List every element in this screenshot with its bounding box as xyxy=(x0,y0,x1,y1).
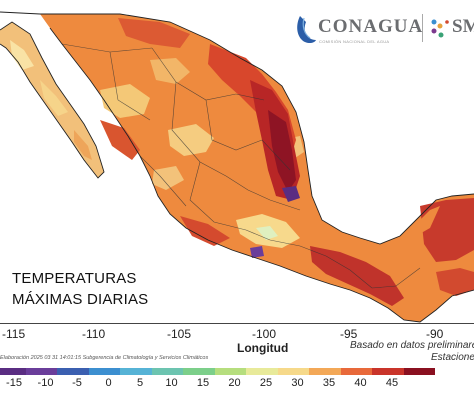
smn-logo-text: SM xyxy=(452,16,474,37)
colorbar-segment xyxy=(340,368,373,375)
colorbar-segment xyxy=(403,368,436,375)
colorbar-segment xyxy=(25,368,58,375)
colorbar-label: 15 xyxy=(196,377,210,389)
colorbar-segment xyxy=(0,368,32,375)
axis-tick: -95 xyxy=(340,327,358,341)
conagua-logo-text: CONAGUA xyxy=(318,16,424,37)
colorbar-segment xyxy=(88,368,121,375)
axis-tick: -100 xyxy=(252,327,277,341)
colorbar-label: 35 xyxy=(322,377,336,389)
colorbar-label: -5 xyxy=(72,377,82,389)
conagua-logo-icon xyxy=(297,16,316,43)
colorbar-label: 0 xyxy=(105,377,112,389)
colorbar-segment xyxy=(246,368,278,375)
data-source-note: Basado en datos preliminares xyxy=(350,340,474,351)
axis-title: Longitud xyxy=(237,341,289,355)
smn-logo-icon xyxy=(431,19,449,38)
colorbar-label: 5 xyxy=(136,377,144,389)
colorbar-segment xyxy=(151,368,184,375)
stations-note: Estaciones xyxy=(431,352,474,363)
colorbar-label: 45 xyxy=(385,377,399,389)
colorbar-label: 10 xyxy=(165,377,178,389)
colorbar-segment xyxy=(57,368,89,375)
colorbar-segment xyxy=(183,368,215,375)
colorbar-label: -15 xyxy=(6,377,22,389)
colorbar-label: 30 xyxy=(291,377,304,389)
colorbar-label: 20 xyxy=(228,377,241,389)
credit-line: Elaboración 2025 03 31 14:01:15 Subgeren… xyxy=(0,355,209,361)
colorbar-label: 25 xyxy=(259,377,273,389)
colorbar-segment xyxy=(372,368,404,375)
overlay-line-1: TEMPERATURAS xyxy=(12,270,137,287)
axis-tick: -110 xyxy=(82,327,106,341)
colorbar-segment xyxy=(120,368,152,375)
map-overlay-title: TEMPERATURAS MÁXIMAS DIARIAS xyxy=(12,268,148,310)
colorbar-label: 40 xyxy=(354,377,367,389)
axis-tick: -115 xyxy=(2,327,26,341)
colorbar-segment xyxy=(309,368,341,375)
colorbar-segment xyxy=(214,368,247,375)
conagua-logo-subtitle: COMISIÓN NACIONAL DEL AGUA xyxy=(319,39,390,44)
colorbar-segment xyxy=(277,368,310,375)
overlay-line-2: MÁXIMAS DIARIAS xyxy=(12,291,149,308)
axis-tick: -105 xyxy=(167,327,192,341)
mexico-mainland-region xyxy=(40,14,474,322)
axis-tick: -90 xyxy=(426,327,444,341)
colorbar-label: -10 xyxy=(37,377,54,389)
